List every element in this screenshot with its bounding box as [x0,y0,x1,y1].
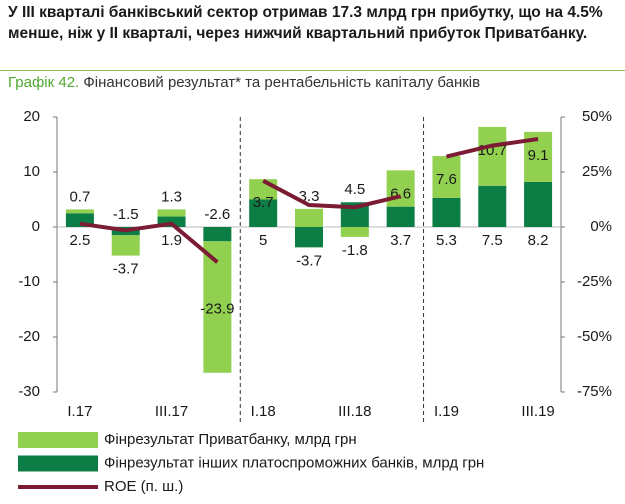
bar [157,209,186,217]
data-label: -2.6 [204,206,230,223]
data-label: 1.9 [161,232,182,249]
roe-line [79,221,219,264]
roe-line [445,137,539,159]
y2-tick-label: -50% [577,328,612,345]
subtitle: Графік 42. Фінансовий результат* та рент… [8,74,480,91]
y2-tick-label: 25% [582,163,612,180]
y-tick-label: -30 [18,383,40,400]
data-label: 7.5 [482,232,503,249]
bar [203,241,232,373]
bar [386,206,415,227]
x-tick-label: III.17 [155,403,188,420]
divider [0,70,625,71]
bar [432,197,461,227]
y2-tick-label: 50% [582,108,612,125]
bar [524,181,553,227]
data-label: 5.3 [436,232,457,249]
roe-line [262,179,402,210]
data-label: 8.2 [528,232,549,249]
bar [249,199,278,227]
bar [111,235,140,256]
data-label: -1.5 [113,206,139,223]
x-tick-label: I.19 [434,403,459,420]
data-label: -3.7 [296,252,322,269]
data-label: 2.5 [69,232,90,249]
bar [203,227,232,242]
subtitle-text: Фінансовий результат* та рентабельність … [83,74,481,91]
legend-label: ROE (п. ш.) [104,478,183,495]
data-label: 0.7 [69,188,90,205]
x-tick-label: I.18 [251,403,276,420]
y-tick-label: 20 [23,108,40,125]
data-label: 7.6 [436,171,457,188]
bar [478,126,507,186]
bar [340,227,369,237]
legend-swatch [18,432,98,448]
data-label: 3.7 [253,194,274,211]
data-label: 4.5 [344,181,365,198]
y2-tick-label: 0% [590,218,612,235]
y2-tick-label: -25% [577,273,612,290]
data-label: 5 [259,232,267,249]
bar [295,208,323,227]
legend-swatch [18,455,98,472]
data-label: -23.9 [200,300,234,317]
data-label: 9.1 [528,147,549,164]
y-tick-label: -20 [18,328,40,345]
x-tick-label: I.17 [67,403,92,420]
y-tick-label: 0 [32,218,40,235]
data-label: -1.8 [342,242,368,259]
y-tick-label: -10 [18,273,40,290]
bar [386,170,415,207]
legend-label: Фінрезультат Приватбанку, млрд грн [104,431,357,448]
header-title: У III кварталі банківський сектор отрима… [8,4,603,42]
x-tick-label: III.18 [338,403,371,420]
chart: -30 -20 -10 0 10 20 -75% -50% -25% 0% 25% 50% I.17 II… [18,108,612,495]
y2-tick-label: -75% [577,383,612,400]
data-label: -3.7 [113,261,139,278]
x-tick-label: III.19 [521,403,554,420]
bar [432,156,461,198]
legend-label: Фінрезультат інших платоспроможних банкі… [104,454,484,471]
subtitle-label: Графік 42. [8,74,80,91]
data-label: 1.3 [161,188,182,205]
y-tick-label: 10 [23,163,40,180]
bar [295,227,323,248]
bar [478,185,507,227]
data-label: 3.7 [390,232,411,249]
bar [65,209,94,214]
